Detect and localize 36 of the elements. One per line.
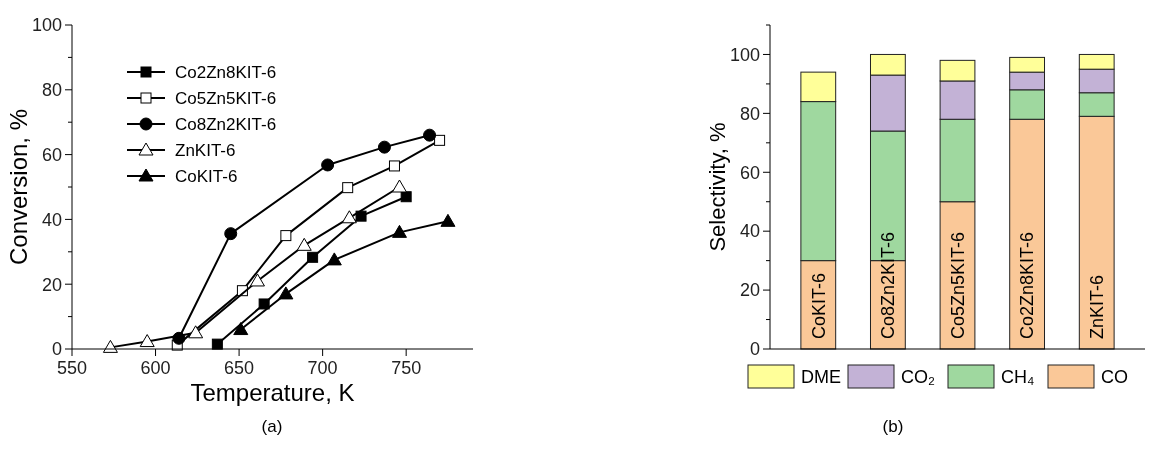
x-tick-label: 700 xyxy=(307,358,338,378)
y-tick-label: 40 xyxy=(739,221,760,242)
text: (b) xyxy=(882,417,904,436)
legend-label: CH₄ xyxy=(1001,367,1035,388)
y-tick-label: 60 xyxy=(41,144,62,165)
x-tick-label: 650 xyxy=(224,358,255,378)
x-tick-label: 750 xyxy=(391,358,422,378)
y-tick-label: 100 xyxy=(729,44,760,65)
y-tick-label: 80 xyxy=(41,80,62,101)
y-tick-label: 100 xyxy=(31,15,62,36)
x-tick-label: Co5Zn5KIT-6 xyxy=(947,231,968,339)
y-tick-label: 0 xyxy=(749,339,760,360)
y-axis-title: Conversion, % xyxy=(5,108,32,266)
y-tick-label: 40 xyxy=(41,209,62,230)
y-tick-label: 80 xyxy=(739,103,760,124)
x-tick-label: Co8Zn2KIT-6 xyxy=(878,231,899,339)
x-tick-label: 550 xyxy=(56,358,88,378)
legend-label: ZnKIT-6 xyxy=(175,140,236,160)
x-tick-label: Co2Zn8KIT-6 xyxy=(1017,231,1038,339)
x-tick-label: CoKIT-6 xyxy=(808,272,829,339)
x-tick-label: ZnKIT-6 xyxy=(1087,274,1108,339)
legend-label: CoKIT-6 xyxy=(175,166,238,186)
legend-label: Co5Zn5KIT-6 xyxy=(175,88,277,108)
y-axis-title: Selectivity, % xyxy=(705,122,730,252)
legend-label: CO xyxy=(1101,367,1128,388)
text: (a) xyxy=(261,417,283,436)
x-tick-label: 600 xyxy=(140,358,171,378)
legend-label: Co2Zn8KIT-6 xyxy=(175,62,277,82)
y-tick-label: 20 xyxy=(41,274,62,295)
legend-label: CO₂ xyxy=(901,367,935,388)
x-axis-title: Temperature, K xyxy=(190,379,355,406)
legend-label: DME xyxy=(801,367,841,388)
y-tick-label: 0 xyxy=(51,339,62,360)
legend-label: Co8Zn2KIT-6 xyxy=(175,114,277,134)
y-tick-label: 20 xyxy=(739,280,760,301)
y-tick-label: 60 xyxy=(739,162,760,183)
